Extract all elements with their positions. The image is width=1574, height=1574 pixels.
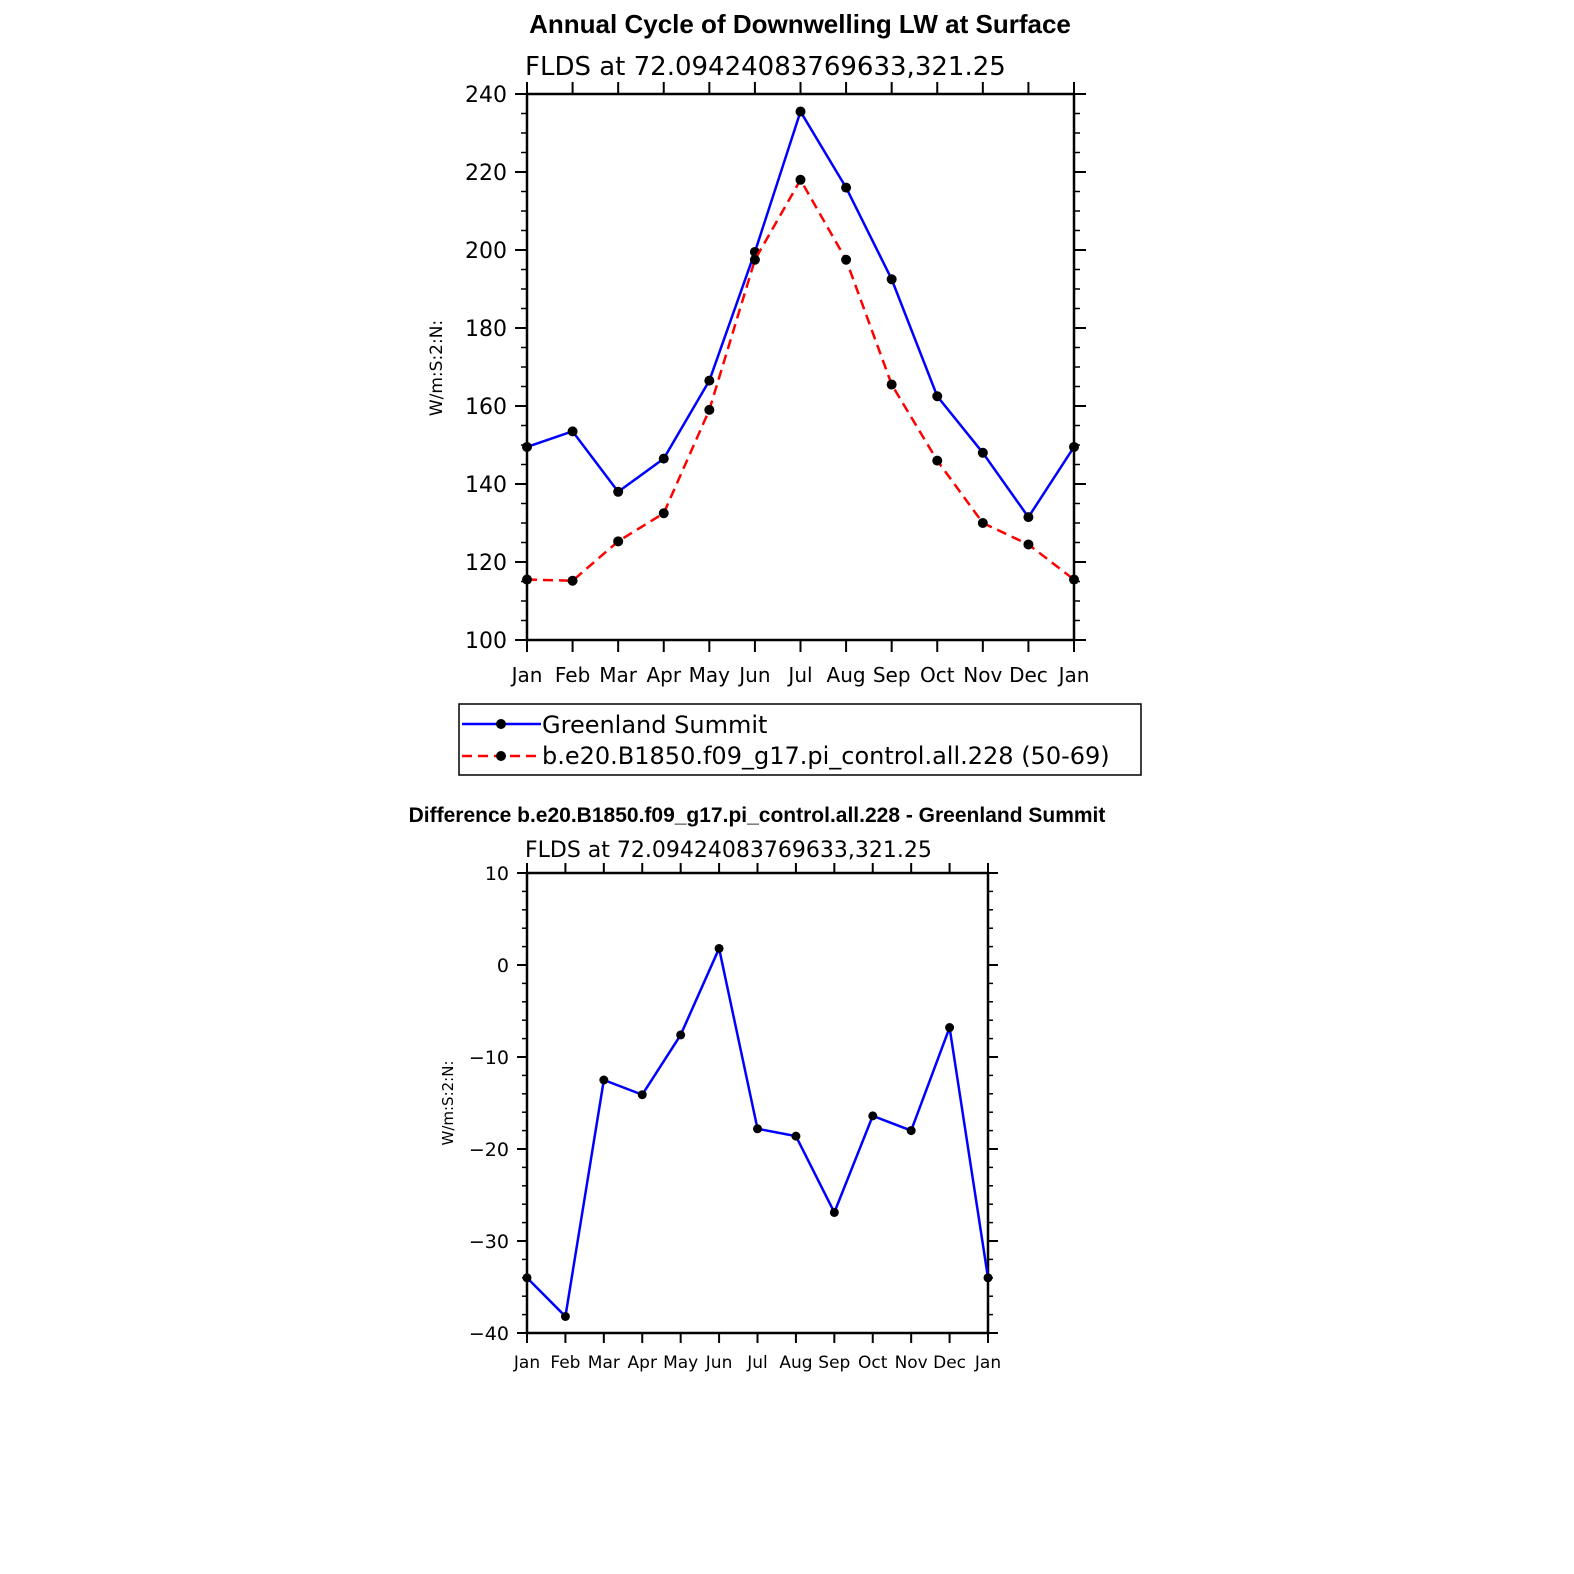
plot-frame [525, 871, 990, 1335]
series-1-point [522, 441, 532, 452]
chart1-title: Annual Cycle of Downwelling LW at Surfac… [529, 9, 1071, 39]
series-1-point [753, 1124, 762, 1134]
series-1-point [714, 943, 724, 953]
x-tick-label: Aug [827, 663, 866, 687]
x-tick-label: Jan [974, 1353, 1001, 1373]
series-1-point [522, 1273, 532, 1283]
series-2-point [932, 455, 943, 466]
series-1-point [567, 426, 578, 437]
x-tick-label: Apr [646, 663, 681, 687]
x-tick-label: Jun [705, 1353, 733, 1373]
y-tick-label: −10 [469, 1047, 509, 1069]
x-tick-label: Jun [737, 663, 770, 687]
x-tick-label: May [689, 663, 731, 687]
chart2-subtitle: FLDS at 72.09424083769633,321.25 [525, 838, 932, 863]
series-2-point [613, 536, 624, 547]
x-tick-label: Sep [818, 1353, 850, 1373]
series-1-point [613, 486, 624, 497]
x-tick-label: Oct [920, 663, 955, 687]
legend-label-series1: Greenland Summit [542, 711, 767, 739]
series-2-point [1069, 574, 1079, 585]
y-tick-label: 100 [465, 629, 507, 654]
y-tick-label: 160 [465, 395, 507, 420]
x-tick-label: Jan [513, 1353, 540, 1373]
series-2-point [977, 518, 988, 528]
x-tick-label: Jul [786, 663, 812, 687]
series-line-2 [526, 178, 1075, 582]
series-1-point [932, 391, 943, 402]
series-2-point [841, 254, 852, 265]
series-1-point [829, 1207, 839, 1217]
legend-box [458, 703, 1142, 776]
series-1-point [977, 447, 988, 458]
x-tick-label: Jan [1057, 663, 1090, 687]
series-1-point [983, 1273, 993, 1283]
chart2-ylabel: W/m:S:2:N: [439, 1061, 457, 1146]
series-1-point [599, 1075, 609, 1085]
x-tick-label: Mar [588, 1353, 620, 1373]
series-1-point [1069, 441, 1079, 452]
x-tick-label: Mar [599, 663, 638, 687]
chart1-subtitle: FLDS at 72.09424083769633,321.25 [525, 52, 1006, 82]
y-tick-label: 140 [465, 473, 507, 498]
chart1-ylabel: W/m:S:2:N: [427, 320, 447, 416]
series-1-point [886, 274, 897, 285]
x-tick-label: Sep [873, 663, 911, 687]
x-tick-label: May [663, 1353, 698, 1373]
x-tick-label: Jan [510, 663, 543, 687]
y-tick-label: 10 [485, 863, 509, 885]
chart2-title: Difference b.e20.B1850.f09_g17.pi_contro… [409, 804, 1106, 827]
series-1-point [676, 1030, 686, 1040]
series-2-point [567, 575, 578, 586]
series-line-1 [526, 110, 1076, 519]
y-tick-label: 180 [465, 317, 507, 342]
y-tick-label: 120 [465, 551, 507, 576]
series-2-point [795, 174, 806, 185]
series-1-point [945, 1023, 955, 1033]
series-1-point [906, 1126, 916, 1136]
series-1-point [791, 1131, 801, 1141]
series-1-point [704, 375, 715, 386]
y-tick-label: −20 [469, 1139, 509, 1161]
x-tick-label: Nov [963, 663, 1002, 687]
y-tick-label: 240 [465, 83, 507, 108]
x-tick-label: Aug [779, 1353, 812, 1373]
series-1-point [637, 1090, 647, 1100]
x-tick-label: Feb [550, 1353, 580, 1373]
y-tick-label: 220 [465, 161, 507, 186]
x-tick-label: Jul [746, 1353, 768, 1373]
legend-marker-series1 [496, 719, 506, 729]
x-tick-label: Nov [895, 1353, 928, 1373]
series-2-point [1023, 539, 1034, 550]
series-1-point [1023, 512, 1034, 523]
chart2-plot: Jan Feb Mar Apr May Jun Jul Aug Sep Oct Nov Dec Jan−… [469, 863, 1001, 1373]
y-tick-label: 200 [465, 239, 507, 264]
series-2-point [704, 404, 715, 415]
series-1-point [658, 453, 669, 464]
x-tick-label: Apr [628, 1353, 657, 1373]
x-tick-label: Oct [858, 1353, 888, 1373]
y-tick-label: −40 [469, 1323, 509, 1345]
chart1-plot: Jan Feb Mar Apr May Jun Jul Aug Sep Oct Nov Dec Jan1… [465, 82, 1089, 687]
series-1-point [560, 1311, 570, 1321]
series-2-point [658, 508, 669, 519]
legend-label-series2: b.e20.B1850.f09_g17.pi_control.all.228 (… [542, 742, 1110, 770]
series-1-point [795, 106, 806, 117]
series-2-point [886, 379, 897, 390]
x-tick-label: Feb [555, 663, 590, 687]
series-1-point [841, 182, 852, 193]
chart1-legend: Greenland Summit b.e20.B1850.f09_g17.pi_… [458, 703, 1142, 776]
series-2-point [522, 574, 532, 585]
y-tick-label: −30 [469, 1231, 509, 1253]
series-1-point [868, 1111, 878, 1121]
x-tick-label: Dec [1009, 663, 1048, 687]
y-tick-label: 0 [497, 955, 509, 977]
x-tick-label: Dec [933, 1353, 966, 1373]
legend-marker-series2 [496, 751, 506, 761]
series-2-point [749, 254, 760, 265]
